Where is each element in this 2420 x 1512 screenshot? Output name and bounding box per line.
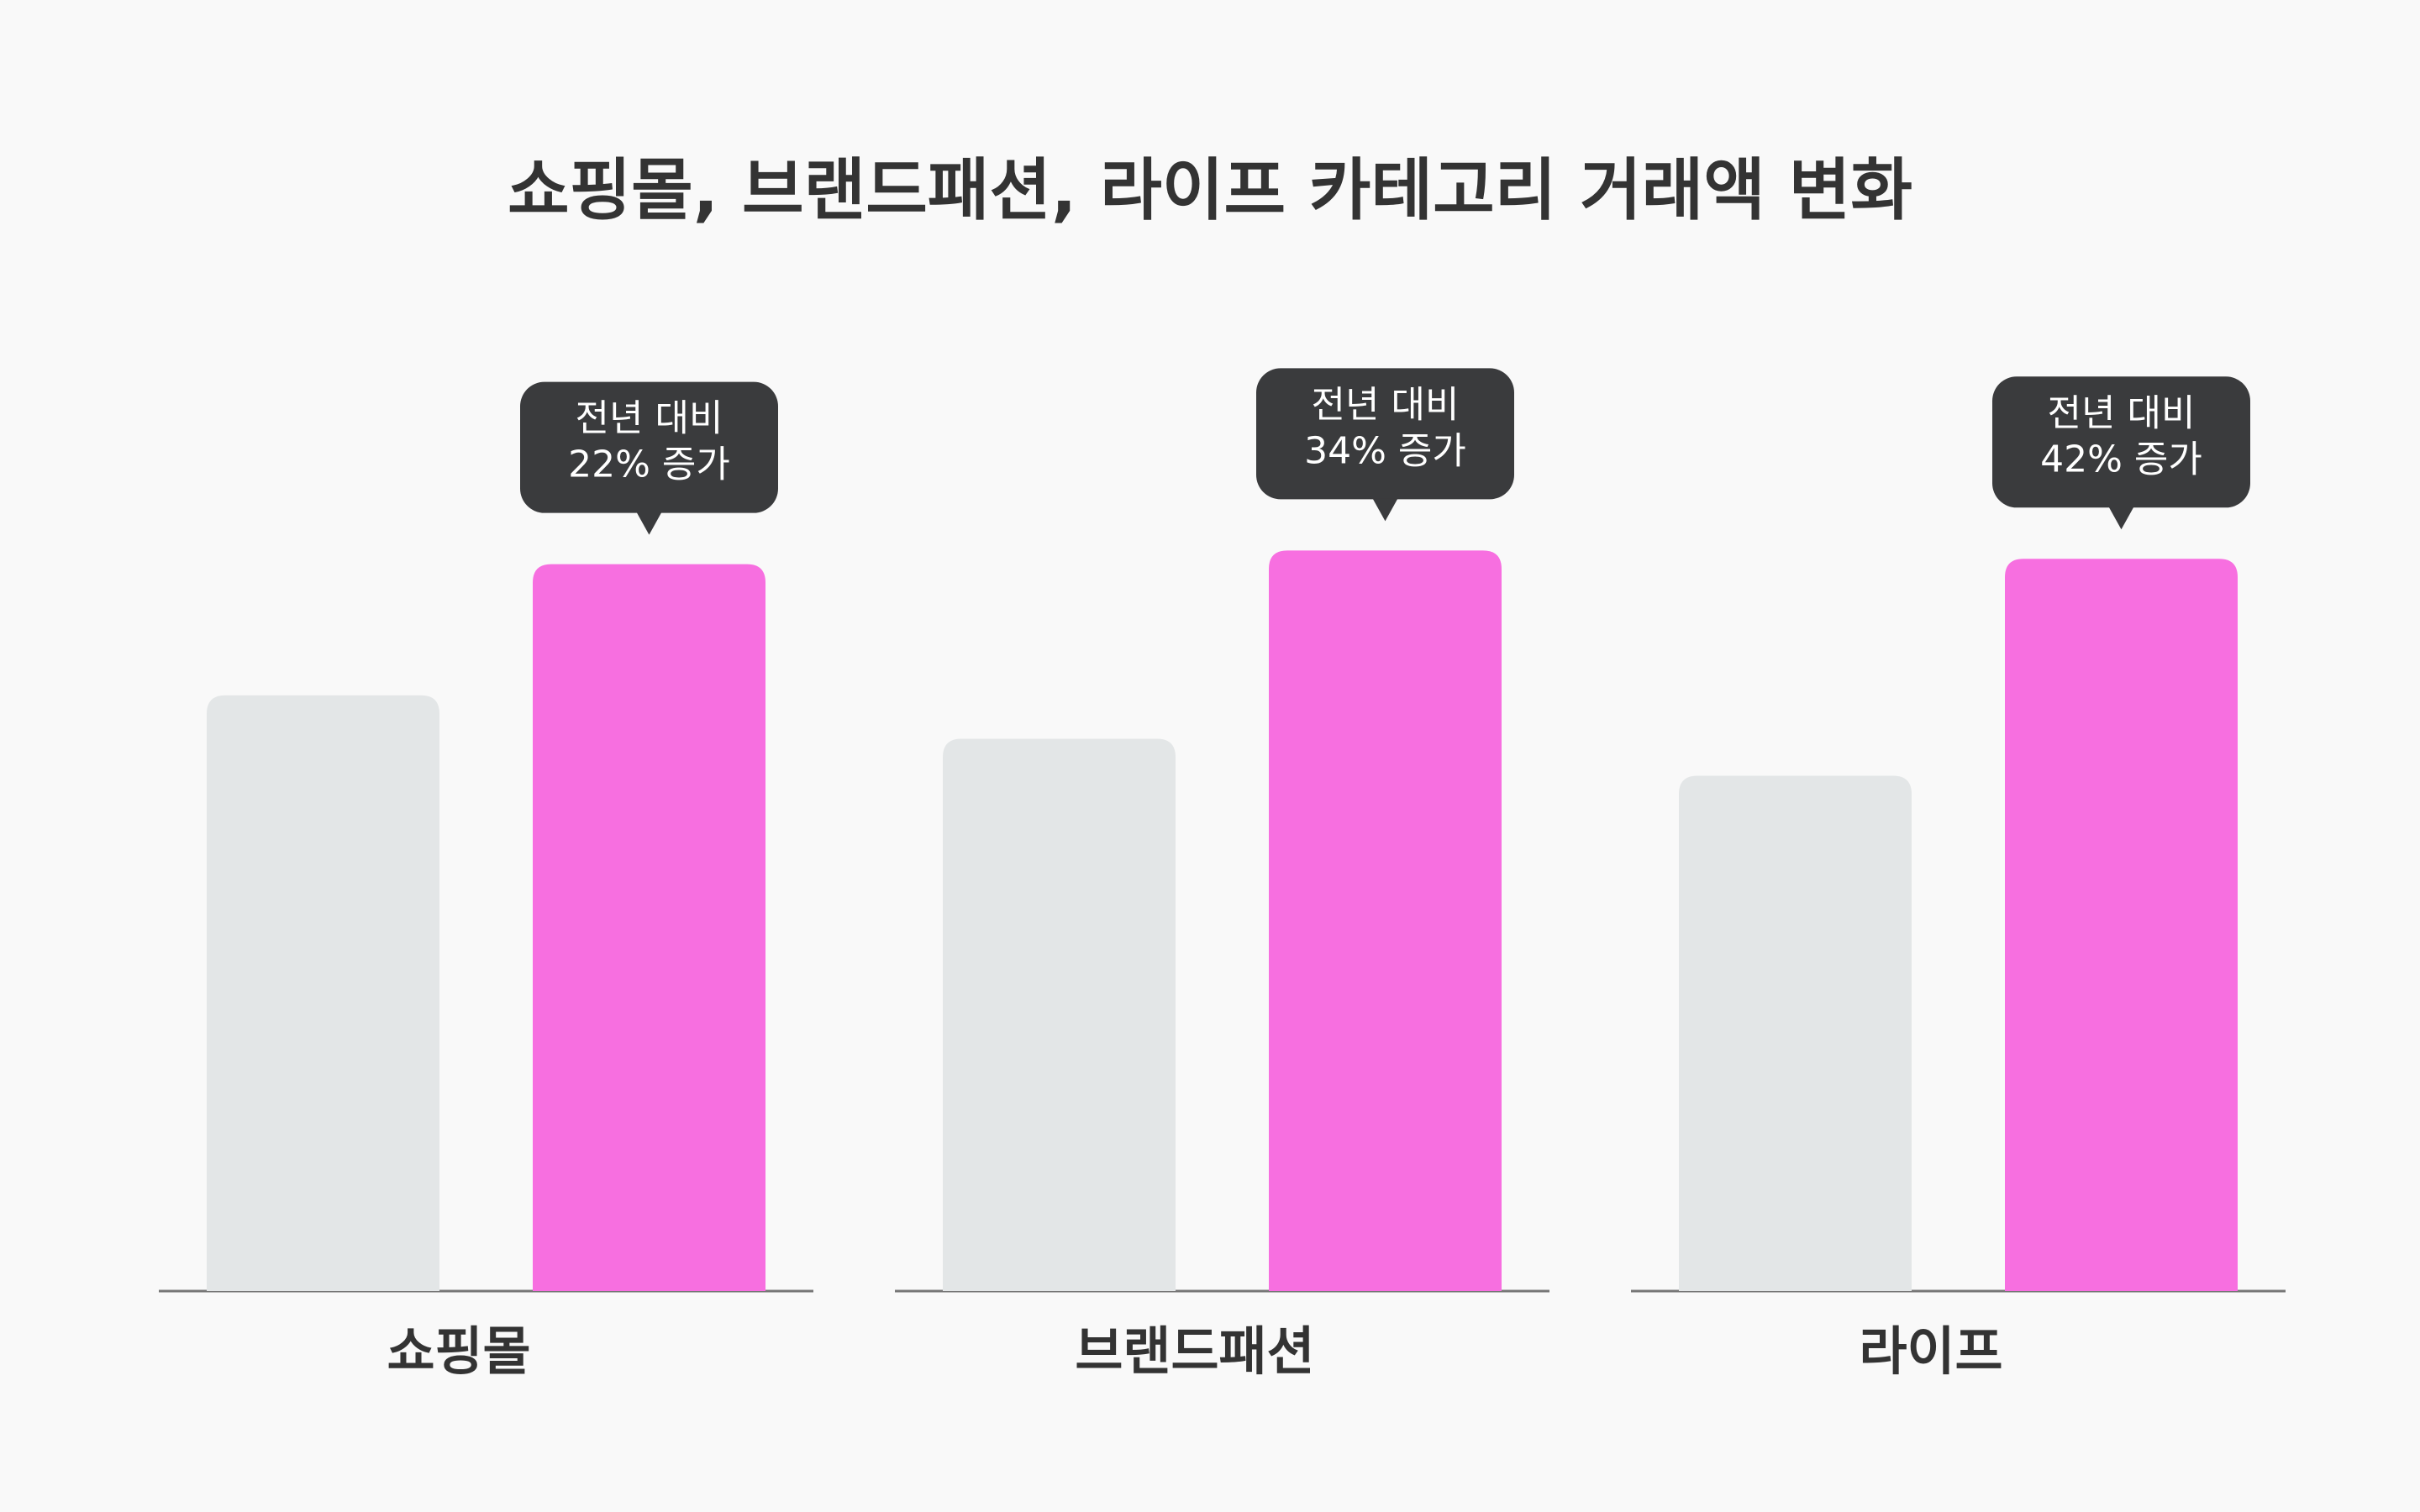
bar (207, 695, 439, 1291)
x-tick-label: 브랜드패션 (1075, 1320, 1314, 1382)
bar (2005, 559, 2238, 1291)
callout-pointer (1372, 498, 1398, 522)
callout-box (1256, 368, 1514, 500)
callout-pointer (636, 512, 662, 535)
bar (943, 738, 1176, 1291)
bar (1269, 550, 1502, 1291)
callout-text: 42% 증가 (2040, 438, 2202, 480)
callout-box (520, 381, 778, 513)
callout-text: 34% 증가 (1304, 429, 1466, 472)
chart-title: 쇼핑몰, 브랜드패션, 라이프 카테고리 거래액 변화 (508, 151, 1912, 229)
bar (1679, 775, 1912, 1291)
x-tick-label: 라이프 (1859, 1320, 2002, 1382)
callout-text: 전년 대비 (1312, 383, 1460, 426)
callout-text: 전년 대비 (2048, 391, 2196, 434)
callout-text: 전년 대비 (576, 397, 723, 440)
bar (533, 564, 765, 1291)
callout-box (1992, 376, 2250, 508)
callout-pointer (2108, 507, 2134, 530)
x-tick-label: 쇼핑몰 (387, 1320, 530, 1382)
callout-text: 22% 증가 (568, 444, 730, 486)
